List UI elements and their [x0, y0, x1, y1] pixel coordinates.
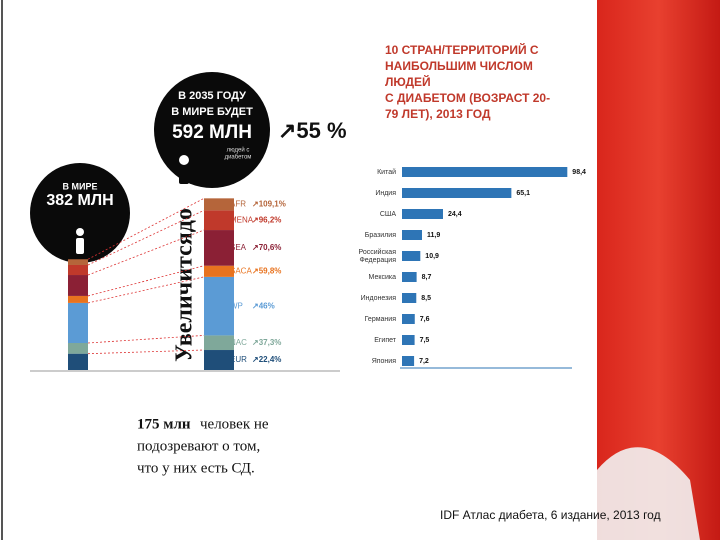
bar: [402, 167, 568, 177]
value-label: 7,6: [420, 316, 430, 323]
stack-segment: [68, 259, 88, 265]
region-growth: ↗109,1%: [252, 199, 286, 208]
region-growth: ↗22,4%: [252, 355, 281, 364]
stack-segment: [204, 265, 234, 277]
value-label: 7,5: [420, 337, 430, 344]
value-label: 24,4: [448, 211, 462, 218]
circle-text: 592 МЛН: [172, 122, 252, 143]
region-name: WP: [230, 301, 243, 310]
value-label: 11,9: [427, 232, 440, 239]
value-label: 8,5: [421, 295, 431, 302]
note-bold: 175 млн: [137, 416, 191, 432]
bar: [402, 293, 417, 303]
category-label: США: [380, 211, 396, 218]
icon: [76, 228, 84, 236]
region-growth: ↗96,2%: [252, 215, 281, 224]
circle-text: людей с: [227, 147, 250, 154]
icon: [179, 166, 189, 184]
vertical-text: Увеличитсядо: [172, 208, 198, 362]
note-line: человек не: [200, 416, 269, 432]
icon: [179, 155, 189, 165]
icon: [76, 238, 84, 254]
connector: [87, 197, 205, 260]
region-growth: ↗37,3%: [252, 338, 281, 347]
title-line: 79 ЛЕТ), 2013 ГОД: [385, 107, 491, 121]
bar: [402, 251, 421, 261]
stack-segment: [204, 210, 234, 231]
region-growth: ↗46%: [252, 301, 275, 310]
region-growth: ↗59,8%: [252, 266, 281, 275]
figure: [597, 447, 700, 540]
value-label: 98,4: [572, 169, 586, 176]
category-label: Бразилия: [365, 232, 396, 239]
category-label: Индонезия: [361, 295, 397, 302]
region-name: SACA: [230, 266, 252, 275]
chart-title: 10 СТРАН/ТЕРРИТОРИЙ С НАИБОЛЬШИМ ЧИСЛОМЛЮ…: [385, 42, 550, 121]
circle: [30, 163, 130, 263]
stack-segment: [68, 295, 88, 303]
connector: [87, 349, 205, 355]
stack-segment: [204, 335, 234, 351]
circle-text: диабетом: [225, 155, 252, 161]
category-label: Германия: [365, 316, 397, 323]
region-name: MENA: [230, 215, 254, 224]
circle-text: В МИРЕ: [63, 181, 98, 191]
category-label: Япония: [372, 358, 397, 365]
stack-segment: [68, 353, 88, 370]
stack-segment: [68, 343, 88, 354]
value-label: 7,2: [419, 358, 429, 365]
category-label: Индия: [375, 190, 396, 197]
value-label: 10,9: [425, 253, 439, 260]
category-label: Китай: [377, 168, 396, 176]
stack-segment: [204, 198, 234, 211]
value-label: 65,1: [516, 190, 530, 197]
category-label: Египет: [374, 337, 397, 344]
region-name: EUR: [230, 355, 247, 364]
region-growth: ↗70,6%: [252, 243, 281, 252]
title-line: С ДИАБЕТОМ (ВОЗРАСТ 20-: [385, 91, 550, 105]
growth-total: ↗55 %: [278, 118, 347, 143]
circle-text: В МИРЕ БУДЕТ: [171, 106, 253, 118]
bar: [402, 188, 512, 198]
region-name: AFR: [230, 199, 246, 208]
category-label: Российская Федерация: [359, 248, 397, 264]
bar: [402, 314, 415, 324]
bar: [402, 272, 417, 282]
stack-segment: [204, 350, 234, 370]
stack-segment: [204, 276, 234, 336]
connector: [87, 335, 205, 344]
bar: [402, 356, 415, 366]
category-label: Мексика: [369, 274, 397, 281]
note-line: что у них есть СД.: [137, 460, 255, 476]
side-panel: [597, 0, 720, 540]
note-line: подозревают о том,: [137, 438, 260, 454]
stack-segment: [204, 230, 234, 266]
stack-segment: [68, 275, 88, 296]
title-line: ЛЮДЕЙ: [385, 74, 431, 89]
bar: [402, 209, 443, 219]
region-name: NAC: [230, 338, 247, 347]
circle-text: 382 МЛН: [46, 192, 113, 209]
region-name: SEA: [230, 243, 247, 252]
stack-segment: [68, 302, 88, 344]
title-line: НАИБОЛЬШИМ ЧИСЛОМ: [385, 59, 533, 73]
bar: [402, 230, 422, 240]
circle-text: В 2035 ГОДУ: [178, 90, 246, 102]
bar: [402, 335, 415, 345]
source: IDF Атлас диабета, 6 издание, 2013 год: [440, 508, 661, 522]
stack-segment: [68, 264, 88, 276]
value-label: 8,7: [422, 274, 432, 281]
title-line: 10 СТРАН/ТЕРРИТОРИЙ С: [385, 42, 539, 57]
connector: [87, 229, 205, 276]
connector: [87, 209, 205, 266]
